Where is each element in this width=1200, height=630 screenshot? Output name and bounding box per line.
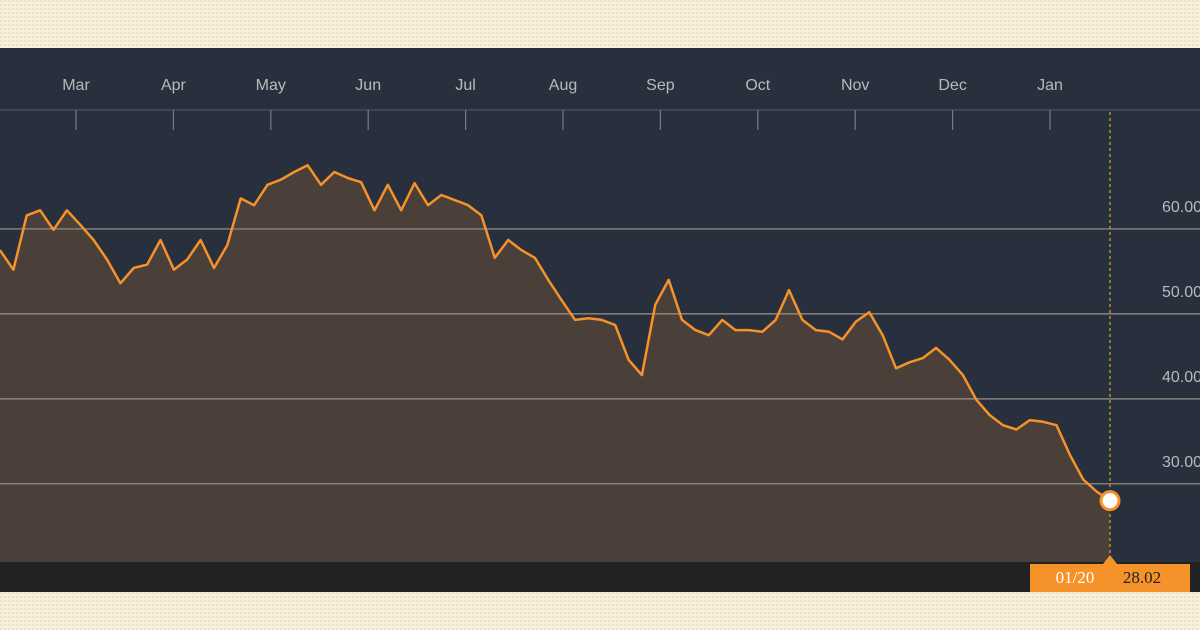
x-tick-label: Sep	[646, 77, 675, 94]
x-tick-label: May	[256, 77, 286, 94]
y-tick-label: 60.00	[1162, 199, 1200, 216]
x-tick-label: Aug	[549, 77, 577, 94]
x-tick-label: Mar	[62, 77, 90, 94]
value-box	[1030, 564, 1190, 592]
x-tick-label: Jan	[1037, 77, 1063, 94]
date-label: 01/20	[1056, 568, 1095, 587]
x-tick-label: Dec	[938, 77, 966, 94]
y-tick-label: 40.00	[1162, 369, 1200, 386]
footer-bar	[0, 562, 1200, 592]
last-point	[1099, 490, 1121, 512]
x-tick-label: Jun	[355, 77, 381, 94]
x-tick-label: Nov	[841, 77, 869, 94]
y-tick-label: 30.00	[1162, 454, 1200, 471]
x-tick-label: Jul	[455, 77, 475, 94]
value-label: 28.02	[1123, 568, 1161, 587]
area	[0, 165, 1110, 562]
value-box-pointer	[1103, 555, 1117, 564]
line	[0, 163, 1111, 502]
x-tick-label: Apr	[161, 77, 187, 94]
x-tick-label: Oct	[745, 77, 770, 94]
y-tick-label: 50.00	[1162, 284, 1200, 301]
